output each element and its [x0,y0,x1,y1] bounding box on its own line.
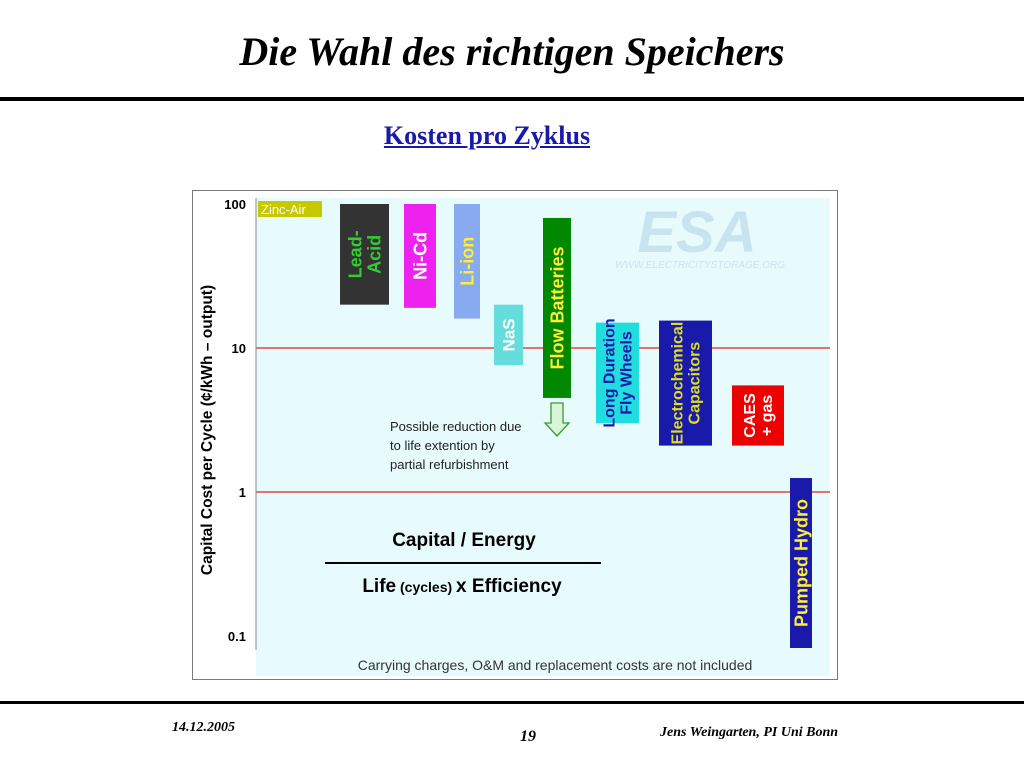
reduction-annotation: Possible reduction due to life extention … [390,419,522,472]
footer-author: Jens Weingarten, PI Uni Bonn [660,725,839,740]
y-tick-label: 10 [232,341,246,356]
bar-label: NaS [499,318,518,351]
bar-caes-gas: CAES+ gas [732,385,784,446]
bar-label: Pumped Hydro [791,499,811,627]
bar-label: Long DurationFly Wheels [602,318,636,427]
page-number: 19 [520,728,536,745]
y-tick-label: 100 [224,197,246,212]
bar-label: CAES+ gas [742,393,776,438]
bar-li-ion: Li-ion [454,204,480,319]
bar-ni-cd: Ni-Cd [404,204,436,308]
chart-footnote: Carrying charges, O&M and replacement co… [358,657,753,673]
footer-date: 14.12.2005 [172,720,235,735]
bar-label: Li-ion [457,237,477,286]
bar-electrochemical-capacitors: ElectrochemicalCapacitors [659,320,712,446]
bar-label: Flow Batteries [547,246,567,369]
bar-label: ElectrochemicalCapacitors [670,322,704,445]
slide-subtitle: Kosten pro Zyklus [383,121,591,150]
y-tick-label: 1 [239,485,246,500]
bar-pumped-hydro: Pumped Hydro [790,478,812,648]
footnote-band [256,650,830,676]
footer-divider [0,701,1024,704]
bar-lead-acid: Lead-Acid [340,204,389,305]
chart-frame: ESA WWW.ELECTRICITYSTORAGE.ORG Zinc-Air Le… [192,190,838,680]
slide-title: Die Wahl des richtigen Speichers [239,29,785,74]
watermark-url: WWW.ELECTRICITYSTORAGE.ORG [615,260,785,271]
reduction-arrow-icon [543,402,571,437]
bar-zinc-air: Zinc-Air [258,201,322,217]
bar-flow-batteries: Flow Batteries [543,217,571,398]
watermark-logo: ESA [637,200,756,265]
bar-label: Lead-Acid [345,230,384,278]
formula-denominator: Life (cycles) x Efficiency [362,576,562,597]
y-axis-label: Capital Cost per Cycle (¢/kWh – output) [199,285,216,575]
bar-nas: NaS [494,304,523,366]
title-divider [0,97,1024,101]
y-tick-label: 0.1 [228,629,246,644]
bar-long-duration-fly-wheels: Long DurationFly Wheels [596,318,639,428]
bar-label: Ni-Cd [410,232,430,280]
bar-label: Zinc-Air [261,202,306,217]
formula-numerator: Capital / Energy [392,530,536,551]
